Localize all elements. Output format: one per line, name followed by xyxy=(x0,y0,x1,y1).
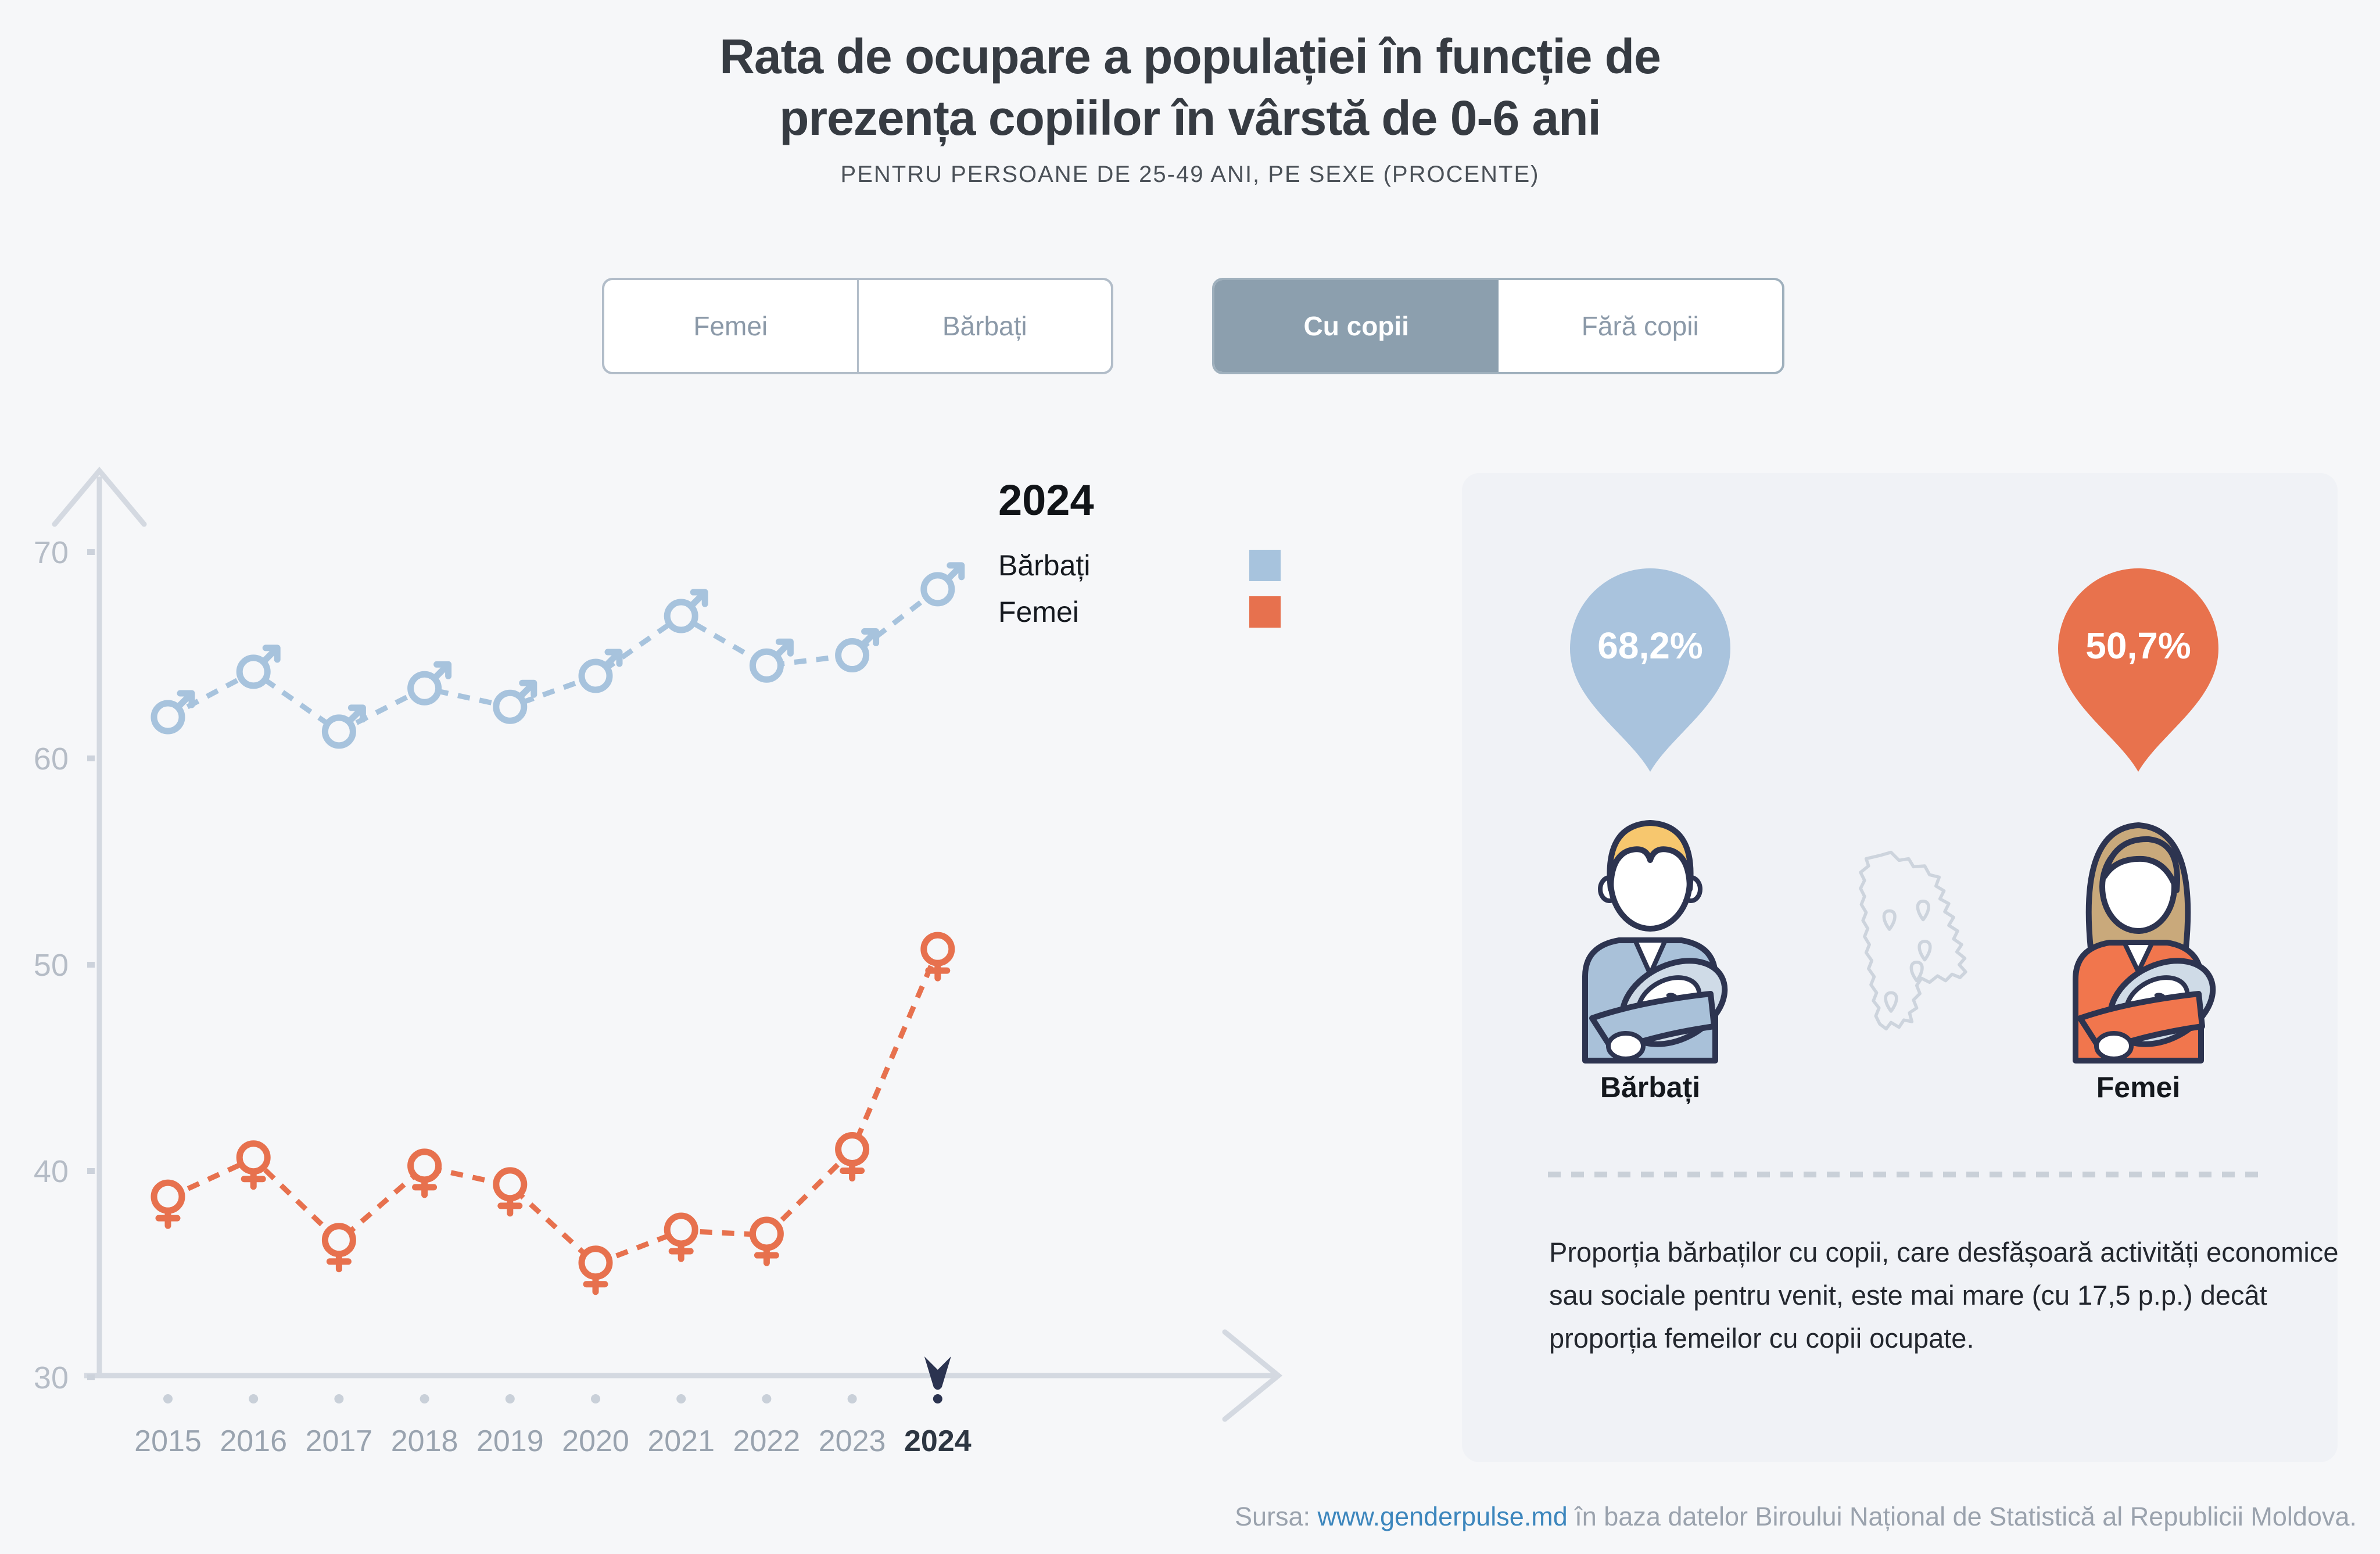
children-toggle-group: Cu copii Fără copii xyxy=(1212,278,1784,374)
legend-swatch-femei-icon xyxy=(1249,596,1281,628)
legend-selected-year: 2024 xyxy=(998,476,1094,524)
svg-text:2024: 2024 xyxy=(904,1424,972,1458)
dashed-divider xyxy=(1548,1172,2266,1177)
page-title-line1: Rata de ocupare a populației în funcție … xyxy=(719,29,1661,84)
svg-text:70: 70 xyxy=(34,535,69,570)
svg-text:2015: 2015 xyxy=(134,1424,202,1458)
svg-text:30: 30 xyxy=(34,1360,69,1395)
y-axis-arrow-icon xyxy=(52,466,147,527)
source-line: Sursa: www.genderpulse.md în baza datelo… xyxy=(1235,1502,2357,1532)
svg-text:50: 50 xyxy=(34,948,69,983)
svg-text:40: 40 xyxy=(34,1154,69,1189)
legend-label-barbati: Bărbați xyxy=(998,549,1091,582)
legend-label-femei: Femei xyxy=(998,596,1079,628)
toggle-option-barbati[interactable]: Bărbați xyxy=(856,280,1112,372)
svg-text:2023: 2023 xyxy=(819,1424,886,1458)
summary-card: 68,2% 50,7% xyxy=(1462,473,2338,1462)
x-axis-arrow-icon xyxy=(1222,1329,1283,1422)
page-title-line2: prezența copiilor în vârstă de 0-6 ani xyxy=(779,91,1601,145)
source-suffix: în baza datelor Biroului Național de Sta… xyxy=(1567,1502,2357,1531)
svg-text:2019: 2019 xyxy=(476,1424,544,1458)
women-value: 50,7% xyxy=(2085,625,2191,667)
svg-text:2021: 2021 xyxy=(647,1424,715,1458)
page-title: Rata de ocupare a populației în funcție … xyxy=(0,26,2380,149)
teardrop-pin-icon xyxy=(1570,568,1730,772)
svg-text:2020: 2020 xyxy=(562,1424,629,1458)
toggle-option-cu-copii[interactable]: Cu copii xyxy=(1214,280,1499,372)
men-value-badge: 68,2% xyxy=(1563,561,1737,775)
men-value: 68,2% xyxy=(1597,625,1703,667)
y-axis-ticks: 70 60 50 40 30 xyxy=(34,535,95,1395)
teardrop-pin-icon xyxy=(2058,568,2218,772)
toggle-option-fara-copii[interactable]: Fără copii xyxy=(1581,311,1699,341)
moldova-map-icon xyxy=(1859,850,1967,1031)
y-axis xyxy=(52,466,147,1376)
women-value-badge: 50,7% xyxy=(2051,561,2225,775)
x-axis xyxy=(84,1329,1283,1422)
chart-legend: 2024 Bărbați Femei xyxy=(995,475,1281,635)
page-subtitle: PENTRU PERSOANE DE 25-49 ANI, PE SEXE (P… xyxy=(840,162,1540,187)
summary-note: Proporția bărbaților cu copii, care desf… xyxy=(1549,1237,2339,1354)
source-prefix: Sursa: xyxy=(1234,1502,1318,1531)
series-Bărbați xyxy=(150,562,965,749)
svg-text:2017: 2017 xyxy=(306,1424,373,1458)
men-icon-label: Bărbați xyxy=(1600,1071,1701,1104)
source-link[interactable]: www.genderpulse.md xyxy=(1317,1502,1568,1531)
series-Femei xyxy=(150,932,955,1295)
toggle-option-femei[interactable]: Femei xyxy=(693,311,768,341)
svg-text:2018: 2018 xyxy=(391,1424,458,1458)
father-with-baby-icon xyxy=(1582,820,1728,1064)
svg-text:2016: 2016 xyxy=(220,1424,287,1458)
x-axis-years[interactable]: 2015 2016 2017 2018 2019 2020 2021 2022 2023 2024 xyxy=(134,1356,972,1458)
svg-text:60: 60 xyxy=(34,742,69,776)
sex-toggle-group: Femei Bărbați xyxy=(602,278,1113,374)
women-icon-label: Femei xyxy=(2096,1071,2181,1104)
mother-with-baby-icon xyxy=(2073,822,2216,1064)
svg-text:2022: 2022 xyxy=(733,1424,801,1458)
legend-row-barbati: Bărbați xyxy=(995,542,1281,589)
legend-row-femei: Femei xyxy=(995,589,1281,635)
legend-swatch-barbati-icon xyxy=(1249,550,1281,581)
